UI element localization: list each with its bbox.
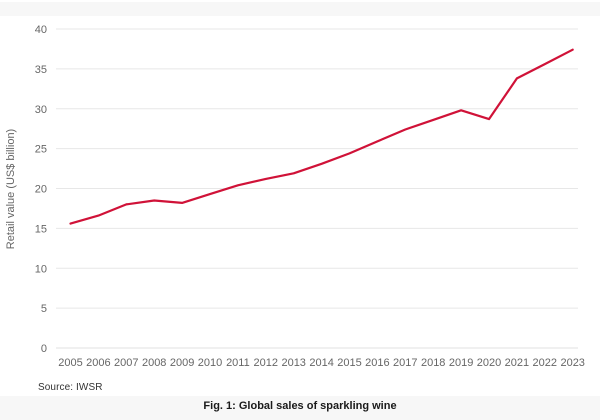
x-tick-label-2016: 2016	[365, 357, 389, 369]
x-tick-label-2007: 2007	[114, 357, 138, 369]
figure-caption: Fig. 1: Global sales of sparkling wine	[203, 400, 397, 412]
y-tick-label-15: 15	[35, 223, 47, 235]
y-axis-title: Retail value (US$ billion)	[5, 129, 17, 249]
x-tick-label-2008: 2008	[142, 357, 166, 369]
x-tick-label-2021: 2021	[505, 357, 529, 369]
y-tick-label-40: 40	[35, 24, 47, 36]
x-tick-label-2023: 2023	[560, 357, 584, 369]
y-tick-label-30: 30	[35, 104, 47, 116]
y-tick-label-25: 25	[35, 144, 47, 156]
x-tick-label-2013: 2013	[281, 357, 305, 369]
x-tick-label-2017: 2017	[393, 357, 417, 369]
y-tick-label-5: 5	[41, 303, 47, 315]
y-tick-label-35: 35	[35, 64, 47, 76]
figure-top-band	[0, 2, 600, 16]
x-tick-label-2014: 2014	[309, 357, 333, 369]
x-tick-label-2022: 2022	[533, 357, 557, 369]
x-tick-label-2012: 2012	[254, 357, 278, 369]
x-tick-label-2015: 2015	[337, 357, 361, 369]
x-tick-label-2018: 2018	[421, 357, 445, 369]
x-tick-label-2020: 2020	[477, 357, 501, 369]
line-chart: 0 5 10 15 20 25 30 35 40 2005 2006 2007 2008 2009 2010…	[5, 24, 585, 369]
x-tick-label-2019: 2019	[449, 357, 473, 369]
x-tick-label-2006: 2006	[86, 357, 110, 369]
y-tick-label-10: 10	[35, 263, 47, 275]
x-tick-label-2011: 2011	[226, 357, 250, 369]
source-note: Source: IWSR	[38, 382, 103, 393]
series-line-sparkling-wine	[69, 48, 574, 225]
x-tick-label-2009: 2009	[170, 357, 194, 369]
y-tick-label-0: 0	[41, 343, 47, 355]
y-tick-label-20: 20	[35, 184, 47, 196]
caption-band: Fig. 1: Global sales of sparkling wine	[0, 396, 600, 420]
x-tick-label-2010: 2010	[198, 357, 222, 369]
x-tick-label-2005: 2005	[58, 357, 82, 369]
